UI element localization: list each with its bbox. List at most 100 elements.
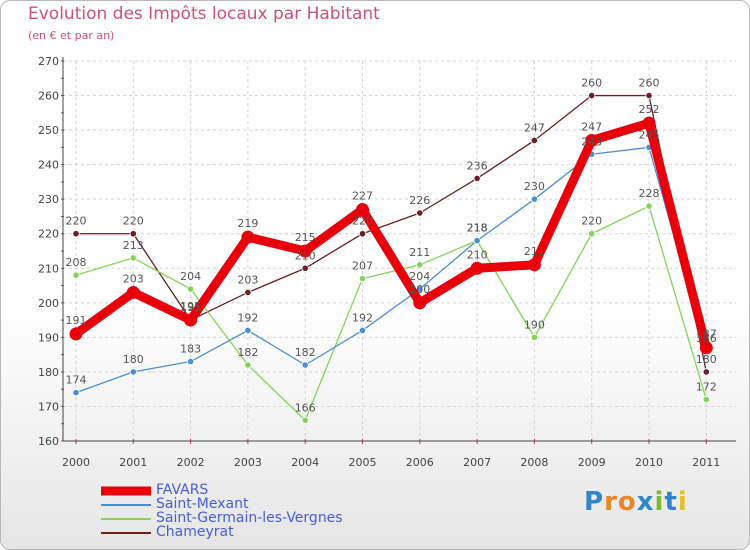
- data-point-favars: [470, 261, 484, 275]
- legend-label-saint-mexant: Saint-Mexant: [156, 496, 249, 512]
- data-point-saint-mexant: [530, 195, 539, 203]
- data-point-saint-mexant: [129, 368, 137, 376]
- x-tick-label: 2006: [406, 456, 434, 469]
- logo-letter: P: [584, 487, 605, 517]
- data-point-chameyrat: [530, 136, 539, 145]
- data-point-saint-mexant: [301, 361, 309, 369]
- data-label-saint-mexant: 183: [180, 343, 201, 356]
- data-point-favars: [184, 313, 198, 327]
- data-point-saint-germain-les-vergnes: [416, 261, 424, 269]
- x-tick-label: 2007: [463, 456, 491, 469]
- logo-letter: i: [677, 487, 688, 517]
- data-point-saint-germain-les-vergnes: [129, 254, 137, 262]
- data-point-favars: [356, 203, 369, 217]
- data-point-saint-germain-les-vergnes: [530, 333, 539, 341]
- data-point-favars: [699, 341, 713, 355]
- data-point-favars: [241, 230, 255, 244]
- data-label-favars: 187: [696, 328, 717, 341]
- series-line-favars: [71, 118, 711, 353]
- x-tick-label: 2001: [119, 456, 147, 469]
- data-label-saint-germain-les-vergnes: 208: [66, 256, 87, 269]
- data-point-saint-mexant: [416, 285, 424, 293]
- logo-letter: x: [636, 487, 655, 517]
- chart-subtitle: (en € et par an): [28, 29, 115, 42]
- logo-letter: r: [604, 487, 618, 517]
- y-tick-label: 260: [38, 90, 59, 103]
- data-label-saint-germain-les-vergnes: 182: [237, 346, 258, 359]
- legend-swatch-favars: [101, 486, 151, 496]
- data-label-favars: 215: [295, 231, 316, 244]
- legend-swatch-chameyrat: [101, 532, 151, 534]
- data-point-saint-germain-les-vergnes: [72, 271, 80, 279]
- data-label-favars: 203: [123, 272, 144, 285]
- series-line-saint-mexant: [75, 146, 707, 394]
- x-tick-label: 2000: [62, 456, 90, 469]
- data-label-favars: 227: [352, 190, 373, 203]
- data-point-saint-germain-les-vergnes: [702, 395, 710, 404]
- data-point-favars: [69, 327, 83, 341]
- data-point-favars: [413, 296, 427, 310]
- data-point-chameyrat: [588, 91, 596, 100]
- data-label-chameyrat: 195: [180, 301, 201, 314]
- x-tick-label: 2003: [234, 456, 262, 469]
- data-label-chameyrat: 247: [524, 121, 545, 134]
- y-tick-label: 170: [38, 400, 59, 413]
- data-label-saint-mexant: 174: [66, 374, 87, 387]
- data-point-chameyrat: [416, 209, 424, 217]
- x-tick-label: 2009: [578, 456, 606, 469]
- x-tick-label: 2008: [520, 456, 548, 469]
- data-point-chameyrat: [473, 174, 481, 183]
- chart-title: Evolution des Impôts locaux par Habitant: [28, 4, 380, 24]
- data-label-saint-germain-les-vergnes: 204: [180, 270, 201, 283]
- data-label-chameyrat: 260: [639, 77, 660, 90]
- data-point-favars: [585, 133, 599, 147]
- legend-swatch-saint-germain: [101, 518, 151, 520]
- data-label-saint-germain-les-vergnes: 213: [123, 239, 144, 252]
- data-label-favars: 191: [66, 314, 87, 327]
- data-label-favars: 252: [639, 103, 660, 116]
- data-point-saint-mexant: [358, 326, 367, 335]
- data-label-chameyrat: 220: [352, 215, 373, 228]
- legend-label-saint-germain: Saint-Germain-les-Vergnes: [156, 510, 343, 526]
- data-label-chameyrat: 220: [123, 215, 144, 228]
- data-point-saint-germain-les-vergnes: [588, 230, 596, 238]
- data-label-chameyrat: 180: [696, 353, 717, 366]
- data-label-chameyrat: 203: [237, 273, 258, 286]
- data-point-saint-germain-les-vergnes: [244, 361, 252, 369]
- data-point-saint-mexant: [187, 357, 195, 366]
- y-tick-label: 250: [38, 124, 59, 137]
- data-point-chameyrat: [244, 288, 252, 297]
- data-point-saint-germain-les-vergnes: [358, 275, 367, 283]
- data-label-favars: 247: [581, 120, 602, 133]
- legend-label-chameyrat: Chameyrat: [156, 524, 234, 540]
- data-label-saint-germain-les-vergnes: 220: [581, 215, 602, 228]
- legend-swatch-saint-mexant: [101, 504, 151, 506]
- data-point-favars: [642, 116, 656, 130]
- series-line-saint-germain-les-vergnes: [75, 205, 707, 421]
- data-point-favars: [298, 244, 312, 258]
- x-tick-label: 2005: [349, 456, 377, 469]
- y-tick-label: 240: [38, 159, 59, 172]
- data-label-favars: 210: [467, 248, 488, 261]
- data-point-chameyrat: [702, 368, 710, 376]
- y-tick-label: 160: [38, 435, 59, 448]
- data-label-saint-mexant: 218: [467, 222, 488, 235]
- data-point-chameyrat: [72, 230, 80, 238]
- data-label-favars: 211: [524, 245, 545, 258]
- data-point-chameyrat: [129, 230, 137, 238]
- data-label-saint-germain-les-vergnes: 211: [409, 246, 430, 259]
- x-tick-label: 2004: [291, 456, 319, 469]
- data-label-saint-mexant: 192: [237, 311, 258, 324]
- data-label-chameyrat: 210: [295, 249, 316, 262]
- x-tick-label: 2010: [635, 456, 663, 469]
- data-point-chameyrat: [358, 230, 367, 238]
- data-label-saint-germain-les-vergnes: 190: [524, 318, 545, 331]
- data-label-saint-germain-les-vergnes: 207: [352, 260, 373, 273]
- y-tick-label: 180: [38, 366, 59, 379]
- y-tick-label: 220: [38, 228, 59, 241]
- logo-letter: t: [664, 487, 678, 517]
- data-label-chameyrat: 236: [467, 159, 488, 172]
- data-label-saint-germain-les-vergnes: 172: [696, 381, 717, 394]
